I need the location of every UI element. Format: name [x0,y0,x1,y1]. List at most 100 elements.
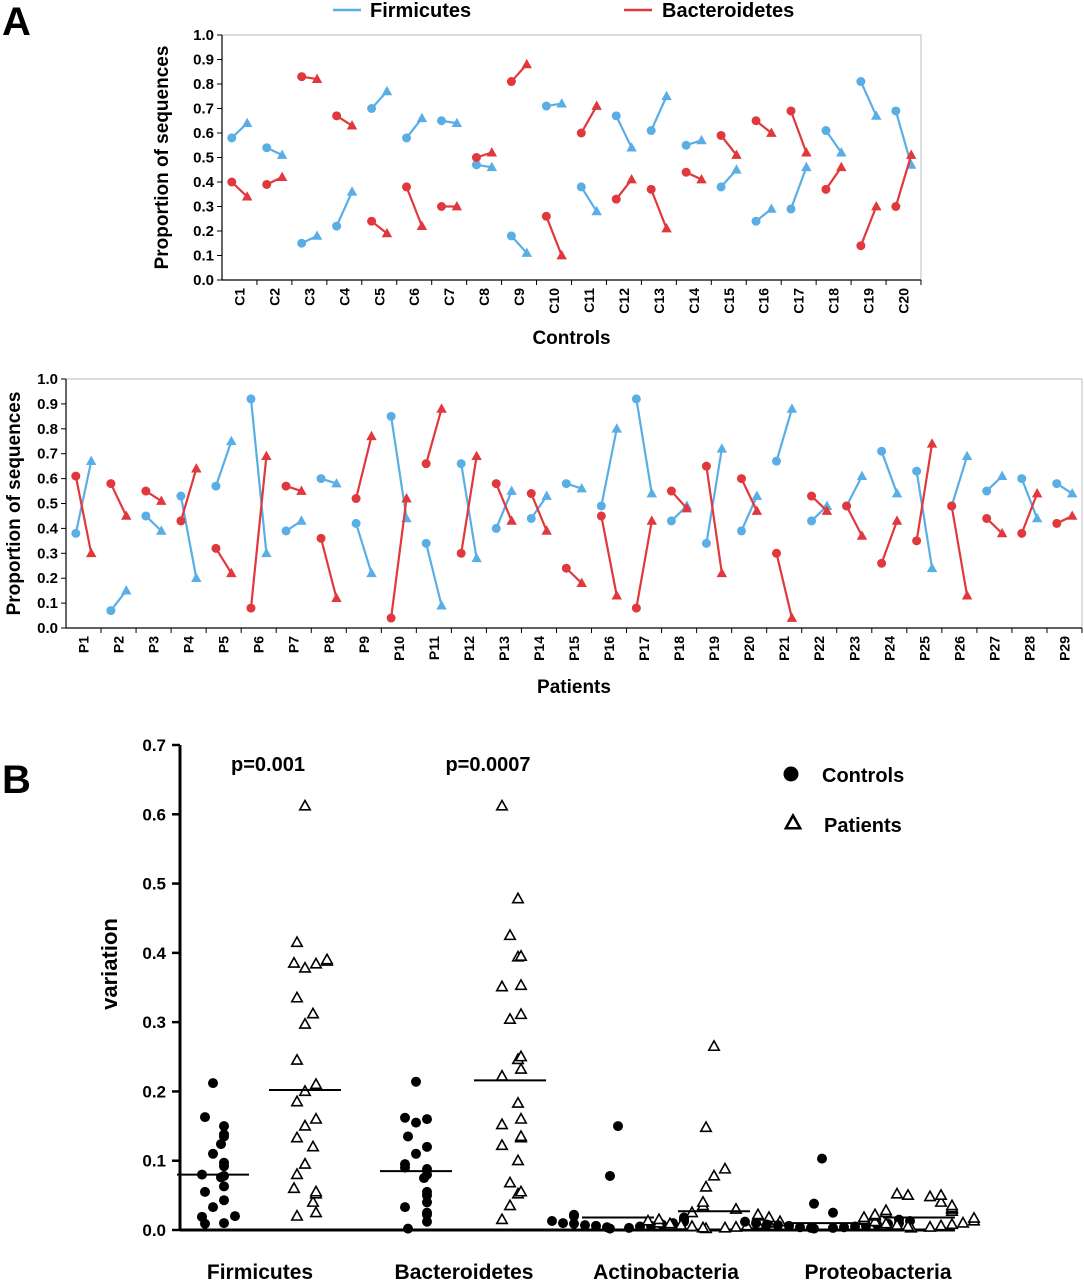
patients-bacteroidetes-start-point [666,486,676,496]
controls-firmicutes-end-point [626,142,637,152]
patient-point [495,1212,509,1225]
legend-controls-label: Controls [822,765,904,787]
control-point [219,1170,229,1181]
controls-y-tick-label: 0.6 [193,125,214,142]
patients-bacteroidetes-start-point [246,603,256,613]
controls-firmicutes-start-point [821,126,831,136]
patients-firmicutes-start-point [71,528,81,538]
patient-point [511,1153,525,1166]
controls-bacteroidetes-end-point [661,223,672,233]
controls-firmicutes-start-point [681,140,691,150]
patients-firmicutes-start-point [666,516,676,526]
controls-firmicutes-start-point [367,104,377,113]
patients-firmicutes-start-point [596,501,606,511]
patients-firmicutes-start-point [526,513,536,523]
control-point [817,1153,827,1164]
patients-firmicutes-pair-line [880,450,899,494]
controls-category-label: C11 [581,288,597,313]
patient-point [685,1219,699,1232]
patient-point [707,1039,721,1052]
controls-category-label: C17 [791,288,807,314]
patients-bacteroidetes-end-point [296,485,307,495]
patients-bacteroidetes-end-point [681,502,693,513]
controls-firmicutes-start-point [297,238,307,248]
control-point [197,1211,207,1222]
control-point [809,1198,819,1209]
controls-category-label: C8 [476,288,492,306]
control-point [411,1117,421,1128]
scatter-y-axis-title: variation [97,918,122,1010]
patients-bacteroidetes-end-point [331,592,342,602]
patients-bacteroidetes-end-point [751,505,763,515]
patients-bacteroidetes-end-point [261,450,272,461]
legend-patients-marker [783,812,803,830]
controls-x-axis-title: Controls [532,328,610,349]
control-point [219,1181,229,1192]
patients-firmicutes-pair-line [249,398,268,554]
control-point [208,1148,218,1159]
controls-firmicutes-start-point [541,101,551,111]
patients-bacteroidetes-end-point [191,463,202,473]
patient-point [495,1138,509,1151]
scatter-y-tick-label: 0.4 [142,944,166,963]
patients-firmicutes-end-point [121,585,132,595]
controls-bacteroidetes-end-point [836,161,847,172]
controls-y-axis-title: Proportion of sequences [152,46,173,270]
patients-bacteroidetes-end-point [1066,510,1078,520]
patients-firmicutes-start-point [351,518,361,528]
patients-firmicutes-pair-line [1020,478,1039,519]
control-point [208,1078,218,1089]
patients-bacteroidetes-pair-line [109,483,128,517]
controls-bacteroidetes-end-point [766,127,777,137]
patient-point [945,1198,959,1211]
patients-category-label: P12 [461,636,477,661]
patients-bacteroidetes-end-point [996,527,1008,538]
controls-bacteroidetes-pair-line [545,215,563,256]
patients-bacteroidetes-start-point [141,486,151,496]
controls-bacteroidetes-start-point [821,184,831,194]
control-point [422,1207,432,1218]
patients-firmicutes-pair-line [214,440,233,487]
patients-bacteroidetes-end-point [786,612,798,622]
control-point [569,1218,579,1229]
patient-point [298,798,312,811]
patients-bacteroidetes-start-point [71,471,81,481]
controls-bacteroidetes-end-point [905,149,917,159]
patients-bacteroidetes-start-point [842,501,852,511]
patients-firmicutes-pair-line [600,428,618,507]
patient-point [923,1189,937,1202]
patient-point [287,956,301,968]
patients-y-tick-label: 0.0 [37,620,58,637]
patients-firmicutes-end-point [226,435,237,446]
controls-bacteroidetes-pair-line [789,110,808,153]
patients-y-tick-label: 0.2 [37,570,58,587]
control-point [613,1121,623,1132]
controls-y-tick-label: 0.1 [193,248,214,265]
patient-point [306,1006,320,1019]
control-point [740,1216,750,1227]
patients-firmicutes-start-point [316,474,326,484]
controls-firmicutes-end-point [591,205,602,216]
controls-y-tick-label: 0.3 [193,199,214,216]
patient-point [868,1214,882,1227]
patient-point [923,1220,937,1232]
patient-point [309,1205,323,1218]
patient-point [298,1118,312,1131]
patient-point [306,1139,320,1152]
controls-bacteroidetes-end-point [626,174,637,184]
control-point [400,1112,410,1123]
patients-firmicutes-pair-line [950,455,969,507]
controls-bacteroidetes-start-point [402,182,412,192]
patients-firmicutes-end-point [191,572,202,583]
control-point [219,1218,229,1229]
controls-firmicutes-end-point [766,203,777,213]
patients-category-label: P14 [531,636,547,661]
patients-bacteroidetes-pair-line [845,505,863,537]
patients-firmicutes-start-point [877,446,887,456]
patients-category-label: P3 [146,636,162,653]
control-point [219,1195,229,1206]
controls-category-label: C12 [616,288,632,314]
controls-bacteroidetes-end-point [486,147,498,157]
patients-category-label: P17 [636,636,652,661]
